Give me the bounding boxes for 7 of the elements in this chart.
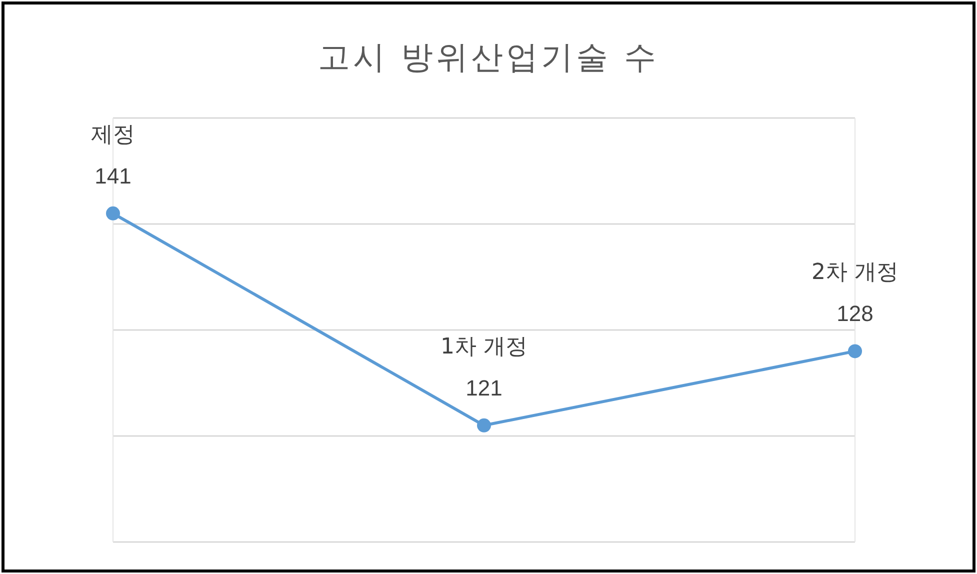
data-label: 128 [836, 301, 874, 326]
x-tick-label: 2차 개정 [812, 260, 898, 286]
chart-title: 고시 방위산업기술 수 [318, 38, 660, 76]
x-tick-label: 제정 [91, 122, 135, 148]
x-tick-label: 1차 개정 [440, 334, 528, 360]
data-label: 121 [466, 375, 502, 400]
data-label: 141 [94, 163, 132, 188]
